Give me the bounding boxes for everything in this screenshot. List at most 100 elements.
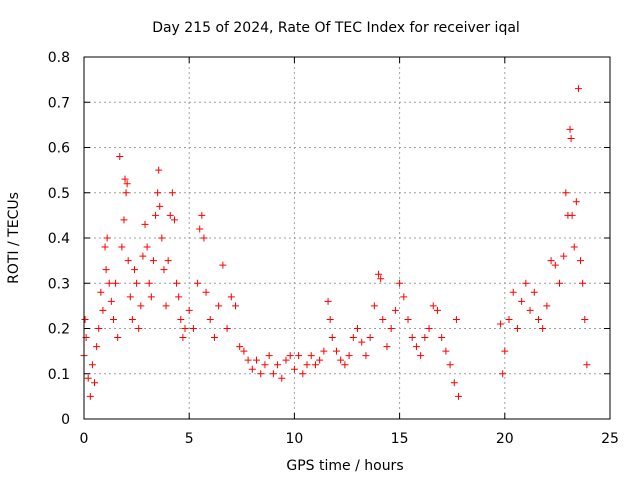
data-point xyxy=(189,325,197,332)
data-point xyxy=(126,293,134,301)
data-point xyxy=(194,279,202,287)
data-point xyxy=(107,297,115,305)
x-tick-label: 25 xyxy=(601,431,619,447)
y-tick-label: 0.4 xyxy=(48,231,70,247)
data-point xyxy=(185,306,193,314)
data-point xyxy=(438,334,446,342)
y-tick-label: 0.8 xyxy=(48,50,70,66)
x-tick-label: 15 xyxy=(391,431,409,447)
data-point xyxy=(118,243,126,251)
data-point xyxy=(198,211,206,219)
data-point xyxy=(303,361,311,369)
data-point xyxy=(84,374,92,382)
x-tick-labels: 0 5 10 15 20 25 xyxy=(80,431,619,447)
y-tick-label: 0 xyxy=(61,412,70,428)
data-point xyxy=(210,334,218,342)
data-point xyxy=(116,153,124,161)
data-point xyxy=(429,302,437,310)
data-point xyxy=(442,347,450,355)
data-point xyxy=(286,352,294,360)
data-point xyxy=(513,325,521,332)
data-point xyxy=(135,325,143,332)
y-tick-label: 0.2 xyxy=(48,322,70,338)
data-point xyxy=(337,356,345,364)
data-point xyxy=(568,211,576,219)
data-point xyxy=(358,338,366,346)
data-point xyxy=(295,352,303,360)
data-point xyxy=(408,334,416,342)
data-point xyxy=(206,315,214,323)
data-point xyxy=(93,343,101,351)
data-point xyxy=(253,356,261,364)
chart-title: Day 215 of 2024, Rate Of TEC Index for r… xyxy=(152,20,520,36)
data-points xyxy=(80,85,591,400)
data-point xyxy=(173,279,181,287)
data-point xyxy=(121,175,129,183)
data-point xyxy=(354,325,362,332)
data-point xyxy=(425,325,433,332)
data-point xyxy=(377,275,385,283)
data-point xyxy=(583,361,591,369)
data-point xyxy=(103,234,111,242)
data-point xyxy=(370,302,378,310)
x-tick-label: 10 xyxy=(285,431,303,447)
data-point xyxy=(257,370,265,378)
data-point xyxy=(412,343,420,351)
data-point xyxy=(147,293,155,301)
data-point xyxy=(141,220,149,228)
data-point xyxy=(452,315,460,323)
data-point xyxy=(133,279,141,287)
data-point xyxy=(299,370,307,378)
x-tick-label: 5 xyxy=(185,431,194,447)
x-tick-label: 20 xyxy=(496,431,514,447)
data-point xyxy=(556,279,564,287)
data-point xyxy=(417,352,425,360)
data-point xyxy=(547,257,555,265)
data-point xyxy=(101,243,109,251)
data-point xyxy=(162,302,170,310)
data-point xyxy=(534,315,542,323)
data-point xyxy=(227,293,235,301)
data-point xyxy=(105,279,113,287)
data-point xyxy=(149,257,157,265)
data-point xyxy=(274,361,282,369)
data-point xyxy=(170,216,178,224)
data-point xyxy=(123,180,131,188)
data-point xyxy=(311,361,319,369)
data-point xyxy=(164,257,172,265)
data-point xyxy=(421,334,429,342)
data-point xyxy=(290,365,298,373)
data-point xyxy=(112,279,120,287)
data-point xyxy=(196,225,204,233)
data-point xyxy=(566,125,574,133)
data-point xyxy=(152,211,160,219)
data-point xyxy=(240,347,248,355)
data-point xyxy=(316,356,324,364)
data-point xyxy=(446,361,454,369)
data-point xyxy=(215,302,223,310)
data-point xyxy=(501,347,509,355)
data-point xyxy=(145,279,153,287)
data-point xyxy=(282,356,290,364)
data-point xyxy=(391,306,399,314)
data-point xyxy=(202,288,210,296)
data-point xyxy=(526,306,534,314)
y-tick-label: 0.1 xyxy=(48,367,70,383)
data-point xyxy=(326,315,334,323)
data-point xyxy=(332,347,340,355)
data-point xyxy=(200,234,208,242)
data-point xyxy=(155,166,163,174)
data-point xyxy=(219,261,227,269)
data-point xyxy=(579,279,587,287)
data-point xyxy=(139,252,147,260)
data-point xyxy=(179,334,187,342)
data-point xyxy=(567,134,575,142)
data-point xyxy=(223,325,231,332)
data-point xyxy=(404,315,412,323)
data-point xyxy=(124,257,132,265)
data-point xyxy=(86,392,94,400)
data-point xyxy=(530,288,538,296)
data-point xyxy=(88,361,96,369)
data-point xyxy=(120,216,128,224)
data-point xyxy=(499,370,507,378)
